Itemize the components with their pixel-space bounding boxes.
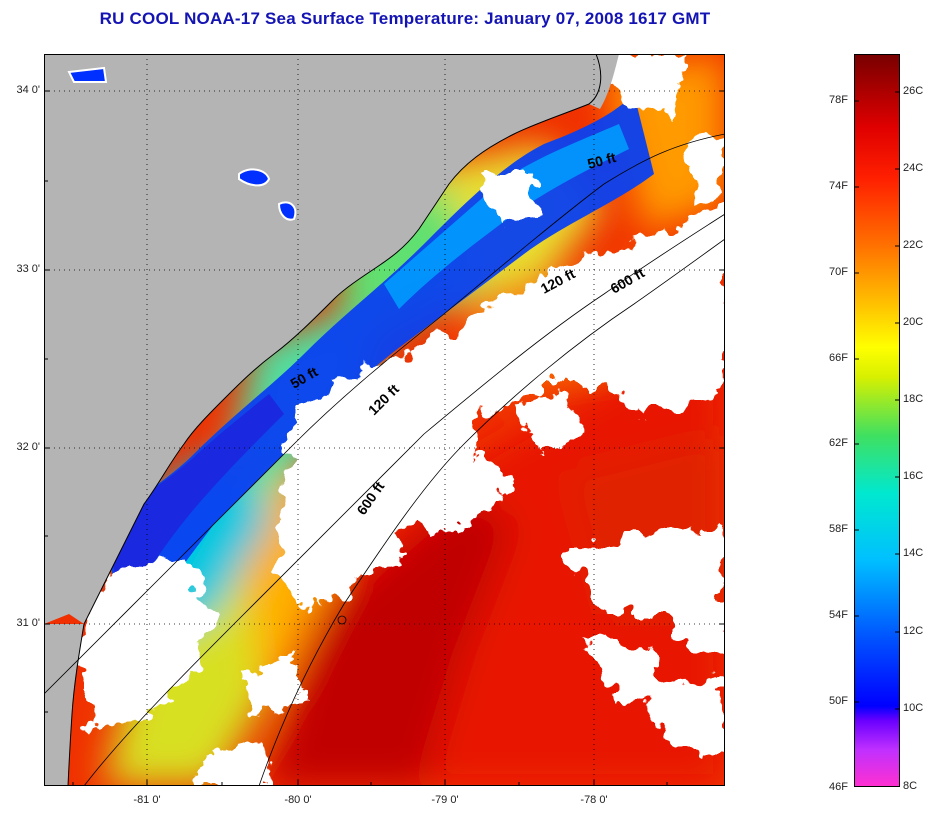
lat-label-31: 31 0': [16, 617, 40, 629]
colorbar-f-74: 74F: [829, 180, 848, 192]
lon-label-78: -78 0': [580, 794, 608, 806]
colorbar-c-8: 8C: [903, 780, 918, 792]
colorbar-f-46: 46F: [829, 781, 848, 793]
colorbar-f-70: 70F: [829, 266, 848, 278]
sst-map: 50 ft 50 ft 120 ft 120 ft 600 ft 600 ft: [44, 54, 725, 786]
isobath-50ft: [44, 133, 725, 695]
colorbar-c-14: 14C: [903, 547, 924, 559]
colorbar-c-26: 26C: [903, 85, 924, 97]
colorbar-c-20: 20C: [903, 316, 924, 328]
sst-map-canvas: 50 ft 50 ft 120 ft 120 ft 600 ft 600 ft: [44, 54, 725, 786]
colorbar-f-66: 66F: [829, 352, 848, 364]
colorbar-c-10: 10C: [903, 702, 924, 714]
map-grid: [44, 54, 725, 786]
cloud-cover: [74, 54, 725, 754]
axis-ticks: [44, 90, 725, 786]
colorbar-c-22: 22C: [903, 239, 924, 251]
colorbar-c-16: 16C: [903, 470, 924, 482]
land-area: [44, 54, 601, 624]
colorbar-c-18: 18C: [903, 393, 924, 405]
lat-label-32: 32 0': [16, 441, 40, 453]
lon-label-81: -81 0': [133, 794, 161, 806]
colorbar-c-12: 12C: [903, 625, 924, 637]
temperature-colorbar: [854, 54, 900, 787]
colorbar-f-58: 58F: [829, 523, 848, 535]
lon-label-80: -80 0': [284, 794, 312, 806]
isobath-600ft: [258, 238, 725, 786]
lat-label-34: 34 0': [16, 84, 40, 96]
colorbar-c-24: 24C: [903, 162, 924, 174]
lat-label-33: 33 0': [16, 263, 40, 275]
lon-label-79: -79 0': [431, 794, 459, 806]
coastline: [67, 54, 602, 786]
colorbar-f-62: 62F: [829, 437, 848, 449]
colorbar-f-54: 54F: [829, 609, 848, 621]
map-title: RU COOL NOAA-17 Sea Surface Temperature:…: [99, 9, 711, 28]
colorbar-f-50: 50F: [829, 695, 848, 707]
isobath-120ft: [83, 213, 725, 786]
colorbar-f-78: 78F: [829, 94, 848, 106]
